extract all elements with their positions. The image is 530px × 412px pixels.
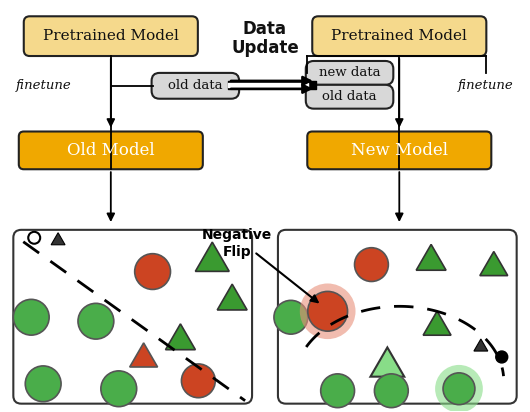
- Circle shape: [374, 374, 408, 407]
- Circle shape: [101, 371, 137, 407]
- Text: Data: Data: [243, 20, 287, 38]
- FancyBboxPatch shape: [19, 131, 203, 169]
- FancyBboxPatch shape: [307, 131, 491, 169]
- Text: finetune: finetune: [16, 80, 72, 92]
- Circle shape: [321, 374, 355, 407]
- Polygon shape: [217, 284, 247, 310]
- Text: Old Model: Old Model: [67, 142, 155, 159]
- FancyBboxPatch shape: [24, 16, 198, 56]
- Polygon shape: [474, 339, 488, 351]
- Circle shape: [496, 351, 508, 363]
- FancyBboxPatch shape: [306, 85, 393, 109]
- Text: Negative
Flip: Negative Flip: [202, 228, 272, 259]
- Text: Update: Update: [231, 39, 299, 57]
- Polygon shape: [370, 347, 404, 377]
- Text: finetune: finetune: [458, 80, 514, 92]
- Circle shape: [78, 303, 114, 339]
- Text: Pretrained Model: Pretrained Model: [331, 29, 467, 43]
- Polygon shape: [196, 242, 229, 272]
- Circle shape: [300, 283, 356, 339]
- Polygon shape: [480, 251, 508, 276]
- Polygon shape: [51, 233, 65, 245]
- Circle shape: [25, 366, 61, 402]
- Polygon shape: [165, 324, 196, 350]
- Circle shape: [181, 364, 215, 398]
- Polygon shape: [423, 311, 451, 335]
- Circle shape: [435, 365, 483, 412]
- Circle shape: [308, 291, 348, 331]
- Polygon shape: [416, 244, 446, 270]
- Text: new data: new data: [319, 66, 381, 80]
- FancyBboxPatch shape: [306, 61, 393, 85]
- Text: Pretrained Model: Pretrained Model: [43, 29, 179, 43]
- Circle shape: [135, 254, 171, 290]
- Circle shape: [13, 300, 49, 335]
- Circle shape: [443, 373, 475, 405]
- FancyBboxPatch shape: [13, 230, 252, 404]
- Text: old data: old data: [322, 90, 377, 103]
- Text: New Model: New Model: [351, 142, 448, 159]
- FancyBboxPatch shape: [312, 16, 487, 56]
- Polygon shape: [130, 343, 157, 367]
- FancyBboxPatch shape: [278, 230, 517, 404]
- FancyBboxPatch shape: [152, 73, 239, 99]
- Text: old data: old data: [168, 80, 223, 92]
- Circle shape: [355, 248, 388, 281]
- Circle shape: [28, 232, 40, 244]
- Circle shape: [274, 300, 308, 334]
